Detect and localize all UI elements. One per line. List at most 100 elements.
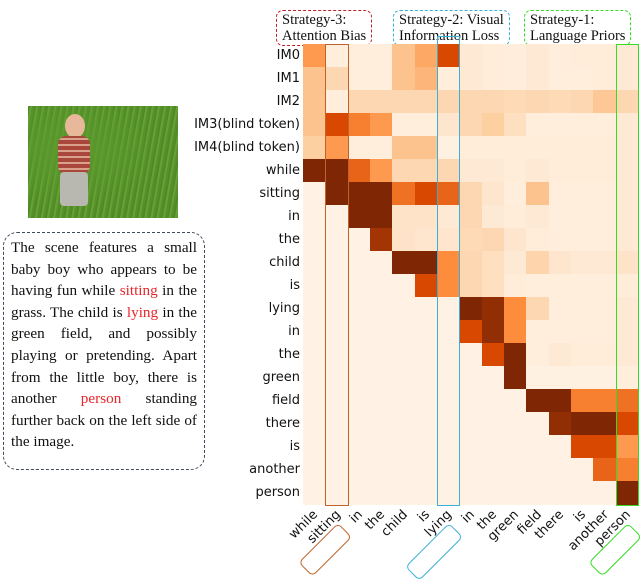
heatmap-cell bbox=[526, 251, 550, 275]
row-label: IM4(blind token) bbox=[194, 140, 300, 155]
heatmap-cell bbox=[571, 297, 594, 321]
heatmap-cell bbox=[548, 159, 572, 183]
heatmap-cell bbox=[303, 136, 326, 160]
heatmap-cell bbox=[459, 113, 483, 137]
row-label: green bbox=[262, 370, 300, 385]
heatmap-cell bbox=[392, 90, 416, 114]
heatmap-cell bbox=[548, 297, 572, 321]
heatmap-cell bbox=[414, 136, 438, 160]
heatmap-cell bbox=[303, 205, 326, 229]
heatmap-cell bbox=[526, 412, 550, 436]
heatmap-cell bbox=[526, 366, 550, 390]
heatmap-cell bbox=[504, 67, 527, 91]
heatmap-cell bbox=[571, 90, 594, 114]
heatmap-cell bbox=[504, 251, 527, 275]
heatmap-cell bbox=[593, 159, 617, 183]
heatmap-cell bbox=[481, 67, 505, 91]
heatmap-cell bbox=[481, 251, 505, 275]
heatmap-cell bbox=[414, 320, 438, 344]
heatmap-cell bbox=[615, 182, 639, 206]
heatmap-cell bbox=[571, 389, 594, 413]
heatmap-cell bbox=[325, 458, 349, 482]
heatmap-cell bbox=[325, 44, 349, 68]
photo-baby-legs bbox=[60, 172, 88, 206]
heatmap-cell bbox=[325, 136, 349, 160]
heatmap-cell bbox=[504, 113, 527, 137]
row-label: is bbox=[289, 439, 300, 454]
heatmap-cell bbox=[325, 251, 349, 275]
heatmap-cell bbox=[347, 113, 371, 137]
heatmap-cell bbox=[303, 274, 326, 298]
highlighted-word: lying bbox=[126, 303, 159, 321]
heatmap-cell bbox=[504, 228, 527, 252]
heatmap-cell bbox=[481, 481, 505, 505]
heatmap-cell bbox=[325, 366, 349, 390]
heatmap-cell bbox=[548, 435, 572, 459]
heatmap-cell bbox=[347, 159, 371, 183]
heatmap-cell bbox=[414, 205, 438, 229]
heatmap-cell bbox=[437, 251, 460, 275]
heatmap-cell bbox=[325, 343, 349, 367]
row-label: the bbox=[278, 232, 300, 247]
heatmap-cell bbox=[571, 481, 594, 505]
heatmap-cell bbox=[303, 481, 326, 505]
heatmap-cell bbox=[325, 481, 349, 505]
heatmap-cell bbox=[526, 274, 550, 298]
heatmap-cell bbox=[303, 228, 326, 252]
heatmap-cell bbox=[370, 182, 393, 206]
heatmap-cell bbox=[526, 228, 550, 252]
heatmap-cell bbox=[593, 366, 617, 390]
heatmap-cell bbox=[325, 274, 349, 298]
heatmap-cell bbox=[347, 320, 371, 344]
heatmap-cell bbox=[437, 366, 460, 390]
heatmap-cell bbox=[481, 412, 505, 436]
heatmap-cell bbox=[504, 435, 527, 459]
heatmap-cell bbox=[526, 44, 550, 68]
row-label: the bbox=[278, 347, 300, 362]
heatmap-cell bbox=[571, 159, 594, 183]
heatmap-cell bbox=[571, 136, 594, 160]
heatmap-cell bbox=[526, 159, 550, 183]
heatmap-cell bbox=[481, 274, 505, 298]
heatmap-cell bbox=[392, 343, 416, 367]
row-label: another bbox=[249, 462, 300, 477]
heatmap-cell bbox=[325, 67, 349, 91]
heatmap-cell bbox=[526, 435, 550, 459]
heatmap-cell bbox=[437, 228, 460, 252]
heatmap-cell bbox=[504, 274, 527, 298]
heatmap-cell bbox=[437, 343, 460, 367]
heatmap-cell bbox=[414, 412, 438, 436]
heatmap-cell bbox=[526, 182, 550, 206]
heatmap-cell bbox=[347, 251, 371, 275]
heatmap-cell bbox=[370, 205, 393, 229]
heatmap-cell bbox=[504, 297, 527, 321]
heatmap-cell bbox=[481, 343, 505, 367]
heatmap-cell bbox=[437, 159, 460, 183]
heatmap-cell bbox=[615, 389, 639, 413]
heatmap-cell bbox=[571, 366, 594, 390]
heatmap-cell bbox=[615, 67, 639, 91]
heatmap-cell bbox=[615, 205, 639, 229]
heatmap-cell bbox=[303, 435, 326, 459]
heatmap-cell bbox=[414, 113, 438, 137]
heatmap-cell bbox=[459, 274, 483, 298]
heatmap-cell bbox=[615, 274, 639, 298]
row-label: lying bbox=[268, 301, 300, 316]
heatmap-cell bbox=[414, 481, 438, 505]
row-label: IM1 bbox=[276, 71, 300, 86]
heatmap-cell bbox=[347, 90, 371, 114]
heatmap-cell bbox=[392, 458, 416, 482]
heatmap-cell bbox=[593, 458, 617, 482]
heatmap-cell bbox=[347, 389, 371, 413]
heatmap-cell bbox=[548, 320, 572, 344]
heatmap-cell bbox=[303, 113, 326, 137]
heatmap-cell bbox=[392, 228, 416, 252]
heatmap-cell bbox=[370, 458, 393, 482]
heatmap-cell bbox=[414, 389, 438, 413]
heatmap-cell bbox=[437, 412, 460, 436]
heatmap-cell bbox=[571, 113, 594, 137]
heatmap-cell bbox=[526, 136, 550, 160]
heatmap-cell bbox=[392, 274, 416, 298]
heatmap-cell bbox=[615, 136, 639, 160]
caption-text: The scene features a small baby boy who … bbox=[11, 239, 197, 300]
